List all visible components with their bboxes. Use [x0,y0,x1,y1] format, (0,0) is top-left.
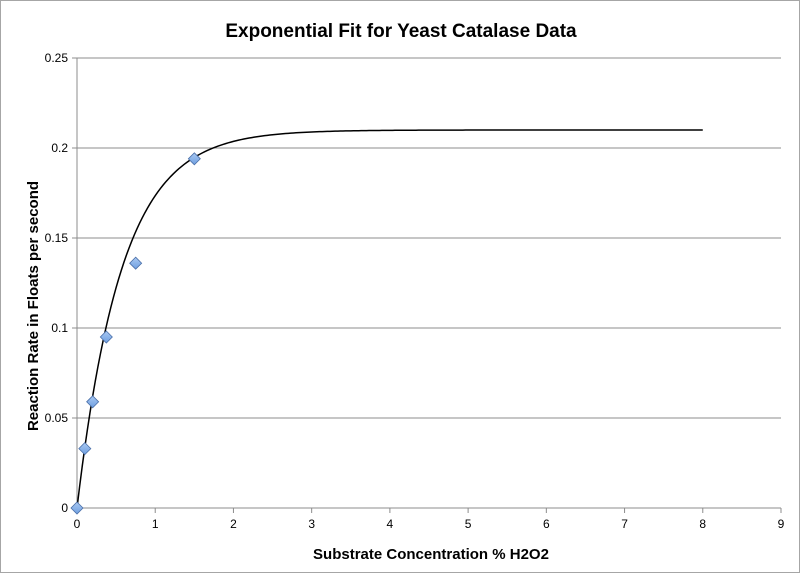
y-tick-label: 0.2 [51,141,68,155]
y-tick-label: 0.25 [45,51,69,65]
data-point [70,501,84,515]
y-tick-label: 0.15 [45,231,69,245]
x-tick-label: 2 [230,517,237,531]
fit-curve-layer [76,129,703,509]
grid-layer [77,57,781,419]
x-tick-label: 7 [621,517,628,531]
data-point [78,442,92,456]
chart-title: Exponential Fit for Yeast Catalase Data [225,21,577,42]
data-point-layer [70,152,201,515]
x-axis-title: Substrate Concentration % H2O2 [313,546,549,563]
axis-layer [72,57,782,513]
y-axis-title: Reaction Rate in Floats per second [25,181,42,431]
x-tick-label: 5 [465,517,472,531]
exponential-fit-curve [76,129,703,509]
x-tick-label: 0 [74,517,81,531]
x-tick-label: 6 [543,517,550,531]
y-tick-label: 0.05 [45,411,69,425]
x-tick-label: 9 [778,517,785,531]
y-tick-label: 0.1 [51,321,68,335]
data-point [86,395,100,409]
data-point [99,330,113,344]
x-tick-label: 4 [387,517,394,531]
tick-label-layer: 0 0.05 0.1 0.15 0.2 0.25 0 1 2 3 4 5 6 7 8 9 [45,51,785,531]
y-tick-label: 0 [61,501,68,515]
x-tick-label: 1 [152,517,159,531]
x-tick-label: 8 [699,517,706,531]
data-point [129,256,143,270]
data-point [187,152,201,166]
x-tick-label: 3 [308,517,315,531]
